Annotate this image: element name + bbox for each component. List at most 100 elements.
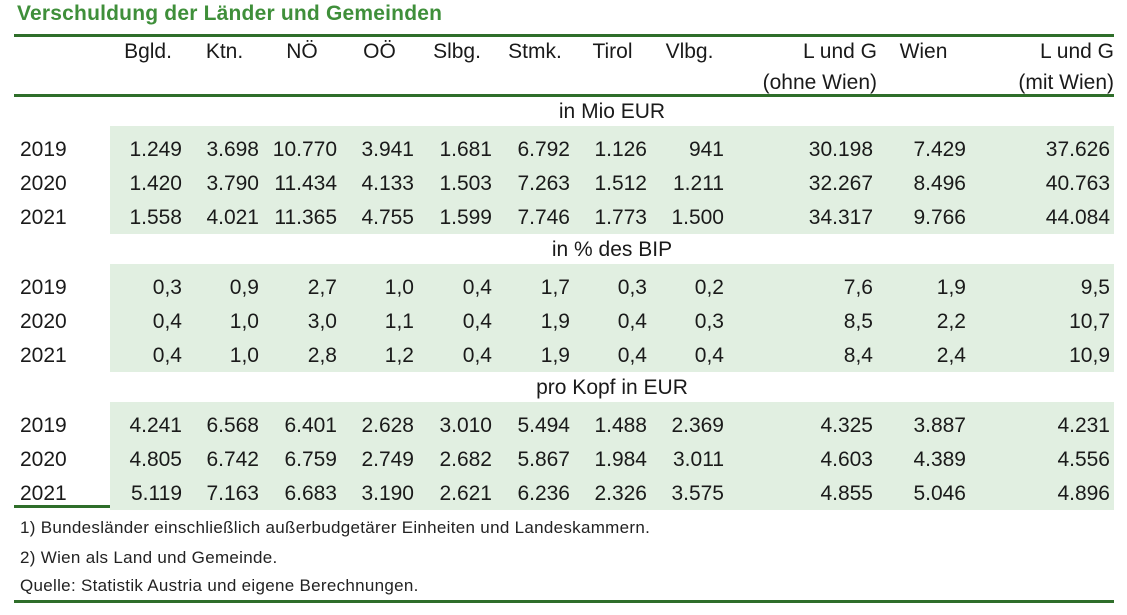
table-cell: 1.420: [129, 172, 182, 195]
table-cell: 3.941: [361, 138, 414, 161]
table-cell: 11.434: [274, 172, 337, 195]
table-cell: 6.401: [284, 414, 337, 437]
table-cell: 0,4: [462, 276, 492, 299]
header-rule: [14, 94, 1114, 97]
table-cell: 0,9: [229, 276, 259, 299]
data-shading: [728, 402, 877, 510]
table-cell: 6.792: [517, 138, 570, 161]
table-cell: 0,3: [617, 276, 647, 299]
table-cell: 3.887: [913, 414, 966, 437]
table-cell: 6.568: [206, 414, 259, 437]
table-cell: 4.855: [820, 482, 873, 505]
table-cell: 1,1: [384, 310, 414, 333]
table-cell: 11.365: [274, 206, 337, 229]
data-shading: [877, 264, 970, 372]
data-shading: [110, 264, 728, 372]
table-cell: 1,0: [384, 276, 414, 299]
data-shading: [110, 402, 728, 510]
table-cell: 40.763: [1045, 172, 1110, 195]
table-cell: 2,2: [936, 310, 966, 333]
table-cell: 4.241: [129, 414, 182, 437]
source-note: Quelle: Statistik Austria und eigene Ber…: [20, 576, 419, 595]
data-shading: [110, 126, 728, 234]
table-cell: 1.984: [594, 448, 647, 471]
table-cell: 9,5: [1080, 276, 1110, 299]
column-header: Slbg.: [433, 40, 481, 63]
table-cell: 1.249: [129, 138, 182, 161]
table-cell: 0,2: [694, 276, 724, 299]
row-year: 2021: [20, 206, 67, 229]
column-header: Vlbg.: [665, 40, 714, 63]
row-year: 2019: [20, 414, 67, 437]
table-cell: 4.325: [820, 414, 873, 437]
table-cell: 2.628: [361, 414, 414, 437]
table-cell: 6.683: [284, 482, 337, 505]
table-cell: 0,4: [694, 344, 724, 367]
table-cell: 1.503: [439, 172, 492, 195]
table-cell: 7.163: [206, 482, 259, 505]
column-header: L und G: [803, 40, 877, 63]
table-cell: 1.211: [673, 172, 724, 195]
column-header: NÖ: [286, 40, 318, 63]
table-cell: 1.558: [129, 206, 182, 229]
table-cell: 0,4: [617, 344, 647, 367]
table-cell: 1.488: [594, 414, 647, 437]
table-cell: 2.326: [594, 482, 647, 505]
column-header: Tirol: [592, 40, 633, 63]
table-cell: 1.126: [594, 138, 647, 161]
row-year: 2020: [20, 310, 67, 333]
table-cell: 6.742: [206, 448, 259, 471]
table-cell: 10.770: [272, 138, 337, 161]
row-year: 2019: [20, 138, 67, 161]
table-cell: 37.626: [1045, 138, 1110, 161]
table-cell: 2.749: [361, 448, 414, 471]
data-shading: [877, 402, 970, 510]
top-rule: [14, 34, 1114, 37]
footnote-1: 1) Bundesländer einschließlich außerbudg…: [20, 518, 651, 537]
table-cell: 0,4: [462, 310, 492, 333]
footnote-2: 2) Wien als Land und Gemeinde.: [20, 548, 278, 567]
table-cell: 0,3: [152, 276, 182, 299]
table-cell: 5.494: [517, 414, 570, 437]
column-header: Ktn.: [205, 40, 244, 63]
table-cell: 1.500: [671, 206, 724, 229]
table-cell: 1,9: [540, 310, 570, 333]
table-cell: 0,3: [694, 310, 724, 333]
column-header: Bgld.: [124, 40, 172, 63]
table-cell: 3.698: [206, 138, 259, 161]
column-header: Stmk.: [508, 40, 562, 63]
column-header: Wien: [899, 40, 948, 63]
table-cell: 3.575: [671, 482, 724, 505]
table-cell: 1,9: [936, 276, 966, 299]
table-cell: 0,4: [462, 344, 492, 367]
footer-rule: [14, 600, 1114, 603]
table-cell: 8,4: [843, 344, 873, 367]
data-shading: [728, 126, 877, 234]
table-cell: 3,0: [307, 310, 337, 333]
table-cell: 1.599: [439, 206, 492, 229]
section-label: in Mio EUR: [558, 100, 666, 123]
table-cell: 1,7: [540, 276, 570, 299]
table-cell: 8.496: [913, 172, 966, 195]
column-header: L und G: [1040, 40, 1114, 63]
table-cell: 6.759: [284, 448, 337, 471]
table-cell: 9.766: [913, 206, 966, 229]
table-cell: 4.231: [1057, 414, 1110, 437]
data-shading: [970, 264, 1114, 372]
table-cell: 7.429: [913, 138, 966, 161]
data-shading: [877, 126, 970, 234]
table-cell: 2.682: [439, 448, 492, 471]
table-cell: 1.681: [439, 138, 492, 161]
table-cell: 4.556: [1057, 448, 1110, 471]
row-year: 2021: [20, 344, 67, 367]
table-cell: 2,4: [936, 344, 966, 367]
table-cell: 1.512: [594, 172, 647, 195]
table-cell: 4.603: [820, 448, 873, 471]
table-cell: 6.236: [517, 482, 570, 505]
table-cell: 941: [688, 138, 724, 161]
table-cell: 4.755: [361, 206, 414, 229]
table-cell: 3.190: [361, 482, 414, 505]
data-shading: [728, 264, 877, 372]
column-header-sub: (ohne Wien): [762, 71, 877, 94]
table-cell: 1,0: [229, 310, 259, 333]
